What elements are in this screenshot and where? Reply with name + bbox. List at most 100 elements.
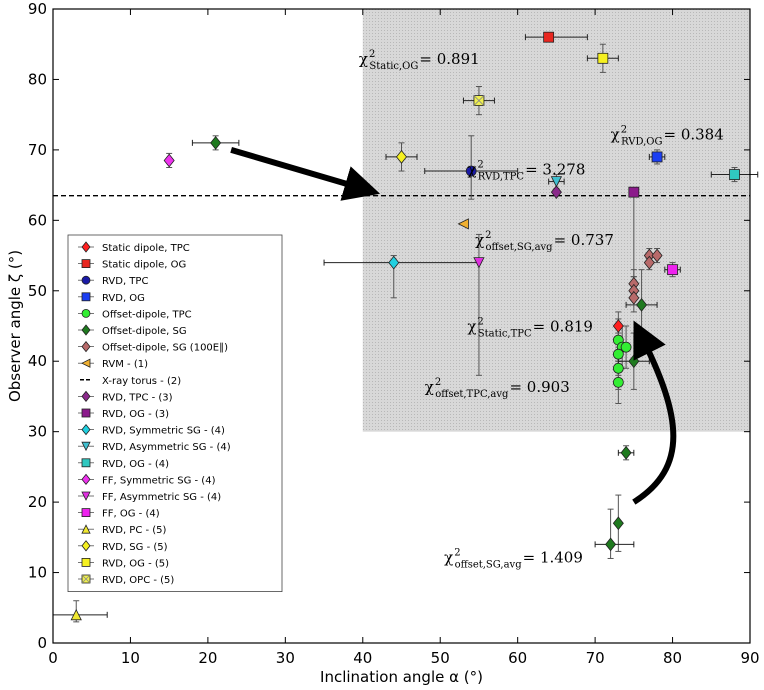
- chi-symbol: χ: [425, 378, 434, 396]
- point-ff-asymmetric-sg-4: [473, 257, 485, 269]
- legend-marker-rvd-tpc: [81, 275, 91, 285]
- marker-square: [81, 292, 91, 302]
- chi-sup: 2: [454, 548, 460, 559]
- legend-label-rvd-pc-5: RVD, PC - (5): [102, 525, 167, 536]
- chi-symbol: χ: [467, 161, 476, 179]
- legend-label-rvm-1: RVM - (1): [102, 359, 148, 370]
- point-offset-dipole-tpc: [612, 362, 624, 374]
- chi-value: = 0.891: [419, 50, 479, 68]
- marker-square: [628, 186, 640, 198]
- y-tick-label: 40: [28, 352, 47, 370]
- point-rvd-og-5: [597, 52, 609, 64]
- y-tick-label: 90: [28, 0, 47, 18]
- legend-label-rvd-symmetric-sg-4: RVD, Symmetric SG - (4): [102, 426, 225, 437]
- shaded-region: [362, 9, 750, 432]
- x-tick-label: 60: [508, 649, 527, 667]
- chi-square-annotation-7: χ2 offset,SG,avg= 1.409: [444, 548, 583, 571]
- point-rvd-og: [651, 151, 663, 163]
- point-rvd-og-3: [628, 186, 640, 198]
- marker-square: [543, 31, 555, 43]
- y-tick-label: 10: [28, 564, 47, 582]
- chi-square-annotation-5: χ2 Static,TPC= 0.819: [467, 317, 593, 340]
- data-points: [70, 31, 740, 621]
- legend-label-x-ray-torus-2: X-ray torus - (2): [102, 376, 181, 387]
- legend-marker-offset-dipole-sg-100e: [81, 340, 91, 353]
- chi-square-annotation-3: χ2 RVD,TPC= 3.278: [467, 160, 585, 183]
- legend-label-rvd-og-3: RVD, OG - (3): [102, 409, 169, 420]
- point-offset-dipole-sg-100e: [643, 255, 655, 270]
- chi-sub: RVD,TPC: [478, 172, 525, 183]
- legend-label-ff-asymmetric-sg-4: FF, Asymmetric SG - (4): [102, 492, 221, 503]
- point-offset-dipole-sg-100e: [628, 290, 640, 305]
- legend-marker-offset-dipole-sg: [81, 324, 91, 336]
- legend-label-ff-symmetric-sg-4: FF, Symmetric SG - (4): [102, 475, 216, 486]
- x-tick-label: 90: [740, 649, 759, 667]
- point-static-dipole-tpc: [612, 319, 624, 333]
- legend-label-rvd-opc-5: RVD, OPC - (5): [102, 575, 174, 586]
- marker-square: [597, 52, 609, 64]
- chi-symbol: χ: [359, 50, 368, 68]
- point-offset-dipole-tpc: [612, 376, 624, 388]
- x-tick-label: 0: [48, 649, 58, 667]
- legend-marker-rvd-og: [81, 292, 91, 302]
- chi-square-annotation-1: χ2 Static,OG= 0.891: [359, 49, 480, 72]
- x-tick-label: 40: [353, 649, 372, 667]
- legend-marker-static-dipole-tpc: [81, 241, 91, 253]
- chi-value: = 0.819: [533, 318, 593, 336]
- marker-square: [651, 151, 663, 163]
- legend-marker-rvd-pc-5: [81, 524, 91, 534]
- legend-label-rvd-og-5: RVD, OG - (5): [102, 558, 169, 569]
- chi-sub: offset,TPC,avg: [435, 389, 509, 400]
- legend: Static dipole, TPC Static dipole, OG RVD, …: [67, 234, 283, 593]
- point-ff-symmetric-sg-4: [163, 153, 175, 168]
- point-rvd-pc-5: [70, 608, 82, 621]
- legend-marker-rvd-opc-5: [81, 574, 91, 584]
- point-offset-dipole-sg-100e: [651, 248, 663, 263]
- x-tick-label: 80: [663, 649, 682, 667]
- point-offset-dipole-sg: [210, 135, 222, 150]
- point-rvd-tpc: [465, 165, 477, 177]
- legend-label-offset-dipole-sg: Offset-dipole, SG: [102, 326, 187, 337]
- legend-label-rvd-tpc-3: RVD, TPC - (3): [102, 392, 173, 403]
- arrow-1: [230, 147, 381, 201]
- legend-marker-rvd-asymmetric-sg-4: [81, 441, 91, 452]
- point-static-dipole-og: [543, 31, 555, 43]
- x-tick-label: 70: [586, 649, 605, 667]
- y-tick-label: 50: [28, 282, 47, 300]
- point-offset-dipole-sg: [612, 516, 624, 531]
- legend-marker-rvd-og-5: [81, 558, 91, 567]
- marker-square: [81, 408, 91, 418]
- legend-marker-rvd-symmetric-sg-4: [81, 423, 91, 436]
- chi-square-annotation-4: χ2 offset,SG,avg= 0.737: [475, 230, 614, 253]
- legend-marker-ff-symmetric-sg-4: [81, 473, 91, 486]
- chi-symbol: χ: [444, 549, 453, 567]
- chi-symbol: χ: [475, 231, 484, 249]
- legend-label-static-dipole-tpc: Static dipole, TPC: [102, 243, 190, 254]
- point-rvd-opc-5: [473, 95, 485, 106]
- x-tick-label: 30: [276, 649, 295, 667]
- legend-marker-ff-asymmetric-sg-4: [81, 491, 91, 501]
- marker-cross: [473, 95, 485, 106]
- legend-label-rvd-tpc: RVD, TPC: [102, 276, 148, 287]
- shaded-rect: [362, 9, 750, 432]
- chi-sup: 2: [369, 49, 375, 60]
- legend-marker-rvd-og-4: [81, 458, 91, 468]
- legend-label-rvd-sg-5: RVD, SG - (5): [102, 542, 168, 553]
- chi-square-annotation-2: χ2 RVD,OG= 0.384: [611, 124, 724, 147]
- y-tick-label: 0: [37, 634, 47, 652]
- arrow-2: [632, 320, 677, 505]
- marker-square: [667, 264, 678, 276]
- legend-label-offset-dipole-tpc: Offset-dipole, TPC: [102, 309, 192, 320]
- marker-square: [81, 259, 91, 269]
- point-rvd-asymmetric-sg-4: [550, 176, 563, 188]
- x-tick-label: 10: [121, 649, 140, 667]
- x-tick-label: 20: [198, 649, 217, 667]
- legend-marker-rvd-og-3: [81, 408, 91, 418]
- x-axis-label: Inclination angle α (°): [320, 668, 483, 686]
- legend-marker-rvd-tpc-3: [81, 390, 91, 403]
- point-rvm-1: [457, 218, 469, 230]
- y-tick-label: 80: [28, 70, 47, 88]
- chi-sup: 2: [477, 160, 483, 171]
- point-offset-dipole-tpc: [620, 341, 632, 353]
- chi-value: = 0.384: [663, 125, 723, 143]
